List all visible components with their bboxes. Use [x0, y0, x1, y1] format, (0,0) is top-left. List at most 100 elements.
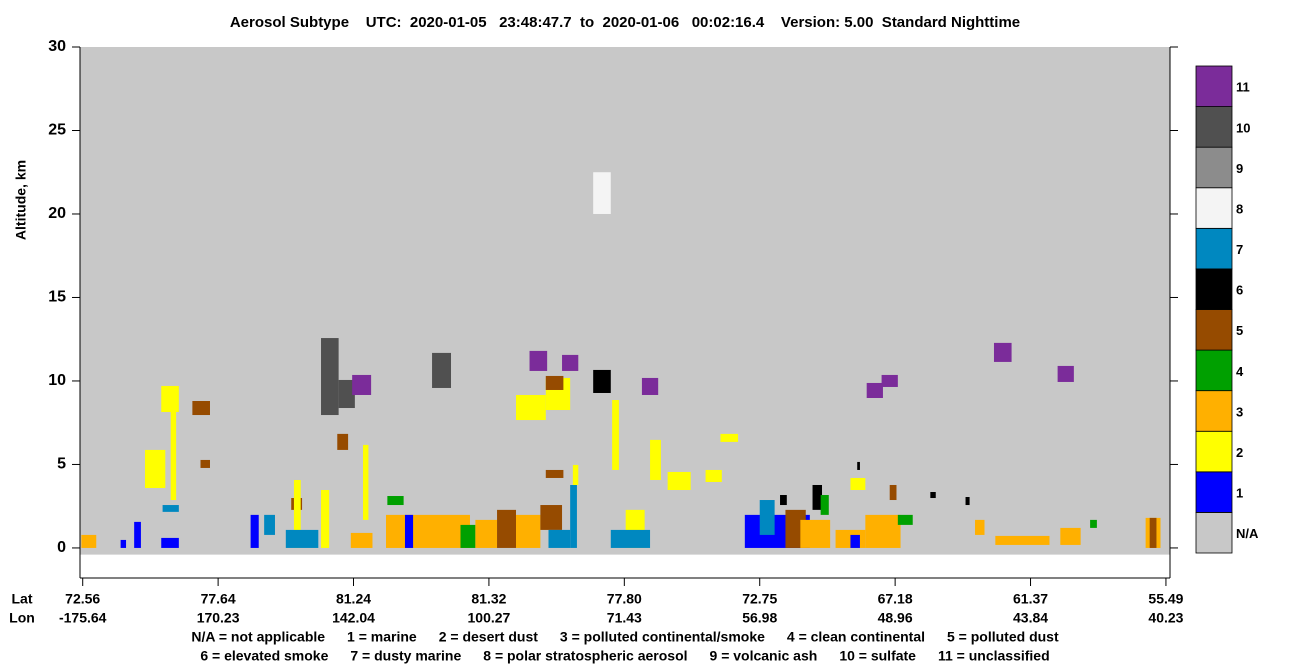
- legend-swatch: [1195, 349, 1233, 392]
- aerosol-patch: [540, 505, 563, 530]
- x-tick-label: 48.96: [878, 610, 913, 626]
- legend-label: 7: [1236, 242, 1243, 257]
- aerosol-patch: [881, 374, 898, 387]
- aerosol-patch: [162, 505, 179, 512]
- aerosol-patch: [667, 471, 691, 491]
- legend-description: 4 = clean continental: [787, 629, 925, 645]
- y-tick-label: 5: [57, 456, 66, 473]
- legend-label: 2: [1236, 445, 1243, 460]
- x-tick-label: 81.32: [471, 591, 506, 607]
- aerosol-patch: [321, 490, 330, 548]
- y-tick-label: 0: [57, 539, 66, 556]
- legend-description: N/A = not applicable: [191, 629, 325, 645]
- legend-description: 8 = polar stratospheric aerosol: [483, 648, 687, 664]
- aerosol-patch: [200, 459, 210, 468]
- x-row-label: Lon: [9, 610, 35, 626]
- aerosol-patch: [264, 514, 275, 535]
- aerosol-patch: [144, 449, 166, 488]
- aerosol-patch: [293, 479, 301, 548]
- legend-label: N/A: [1236, 526, 1259, 541]
- legend-label: 5: [1236, 323, 1243, 338]
- legend-swatch: [1195, 430, 1233, 473]
- y-tick-label: 25: [48, 122, 66, 139]
- aerosol-patch: [857, 461, 860, 470]
- aerosol-patch: [362, 444, 369, 520]
- aerosol-patch: [386, 514, 470, 548]
- aerosol-patch: [965, 497, 970, 506]
- legend-swatch: [1195, 390, 1233, 432]
- aerosol-patch: [516, 514, 541, 548]
- x-tick-label: 40.23: [1148, 610, 1183, 626]
- aerosol-patch: [516, 394, 546, 421]
- x-tick-label: 72.75: [742, 591, 777, 607]
- aerosol-patch: [1149, 517, 1157, 548]
- y-tick-label: 30: [48, 38, 66, 55]
- legend-label: 10: [1236, 120, 1250, 135]
- aerosol-patch: [850, 534, 860, 548]
- aerosol-patch: [250, 514, 259, 548]
- legend-label: 1: [1236, 486, 1243, 501]
- aerosol-patch: [641, 377, 659, 395]
- x-row-label: Lat: [12, 591, 33, 607]
- aerosol-patch: [993, 342, 1012, 362]
- aerosol-patch: [161, 385, 179, 413]
- legend-swatch: [1195, 309, 1233, 351]
- aerosol-patch: [120, 539, 127, 548]
- legend-swatch: [1195, 227, 1233, 270]
- aerosol-patch: [134, 521, 141, 548]
- aerosol-patch: [285, 529, 319, 548]
- x-tick-label: 43.84: [1013, 610, 1048, 626]
- aerosol-patch: [161, 537, 179, 548]
- legend-label: 6: [1236, 283, 1243, 298]
- aerosol-patch: [529, 350, 548, 371]
- x-tick-label: 61.37: [1013, 591, 1048, 607]
- x-tick-label: 142.04: [332, 610, 375, 626]
- x-tick-label: 71.43: [607, 610, 642, 626]
- aerosol-patch: [387, 496, 404, 506]
- x-tick-label: 77.80: [607, 591, 642, 607]
- aerosol-patch: [497, 509, 516, 548]
- aerosol-patch: [720, 433, 739, 442]
- aerosol-patch: [572, 464, 579, 485]
- chart-title: Aerosol Subtype UTC: 2020-01-05 23:48:47…: [230, 14, 1020, 31]
- legend-description: 1 = marine: [347, 629, 417, 645]
- x-tick-label: -175.64: [59, 610, 107, 626]
- aerosol-patch: [192, 401, 210, 416]
- aerosol-patch: [897, 514, 913, 525]
- x-tick-label: 100.27: [468, 610, 511, 626]
- aerosol-patch: [337, 433, 349, 450]
- legend-swatch: [1195, 146, 1233, 189]
- legend-description: 7 = dusty marine: [350, 648, 461, 664]
- aerosol-patch: [80, 47, 1170, 555]
- x-tick-label: 72.56: [65, 591, 100, 607]
- legend-description: 2 = desert dust: [439, 629, 539, 645]
- aerosol-patch: [975, 519, 985, 535]
- aerosol-patch: [338, 379, 355, 409]
- legend-description: 6 = elevated smoke: [200, 648, 328, 664]
- aerosol-patch: [812, 484, 823, 510]
- aerosol-patch: [889, 484, 897, 501]
- aerosol-patch: [650, 439, 661, 480]
- aerosol-patch: [705, 469, 722, 482]
- aerosol-patch: [545, 375, 564, 390]
- legend-label: 4: [1236, 364, 1244, 379]
- aerosol-patch: [170, 410, 177, 501]
- aerosol-patch: [865, 514, 901, 548]
- y-axis-label: Altitude, km: [13, 160, 29, 240]
- x-tick-label: 77.64: [201, 591, 236, 607]
- x-tick-label: 67.18: [878, 591, 913, 607]
- aerosol-patch: [321, 338, 339, 416]
- aerosol-patch: [995, 535, 1050, 545]
- aerosol-patch: [404, 514, 414, 548]
- legend-label: 11: [1236, 80, 1250, 95]
- legend-swatch: [1195, 187, 1233, 229]
- y-tick-label: 20: [48, 205, 66, 222]
- legend-swatch: [1195, 471, 1233, 513]
- legend-label: 8: [1236, 201, 1243, 216]
- aerosol-patch: [350, 532, 373, 548]
- aerosol-patch: [475, 519, 498, 548]
- aerosol-patch: [81, 534, 97, 548]
- x-tick-label: 55.49: [1148, 591, 1183, 607]
